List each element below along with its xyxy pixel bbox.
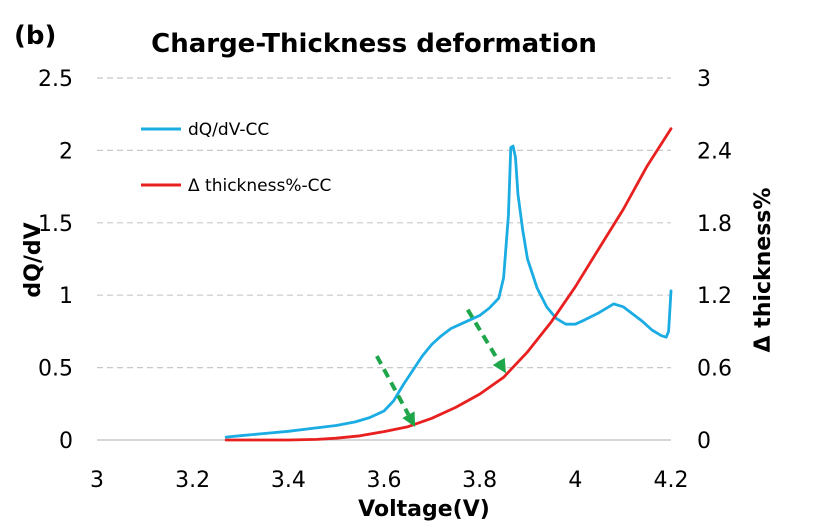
y-axis-label: dQ/dV — [21, 222, 46, 297]
x-tick-label: 3.2 — [175, 468, 210, 493]
x-tick-label: 4.2 — [654, 468, 689, 493]
y-tick-label: 0.5 — [38, 357, 73, 382]
y2-tick-label: 1.8 — [697, 212, 732, 237]
y-tick-label: 0 — [59, 429, 73, 454]
y-tick-label: 1 — [59, 284, 73, 309]
y2-tick-label: 1.2 — [697, 284, 732, 309]
x-tick-label: 3.6 — [367, 468, 402, 493]
y-tick-label: 1.5 — [38, 212, 73, 237]
y2-tick-label: 0 — [697, 429, 711, 454]
annotation-arrowhead — [402, 411, 416, 427]
y2-tick-labels: 0 0.6 1.2 1.8 2.4 3 — [697, 67, 732, 454]
gridlines — [97, 77, 671, 369]
series-lines — [224, 127, 673, 442]
annotation-arrow — [375, 355, 411, 416]
x-tick-label: 3.4 — [271, 468, 306, 493]
annotation-arrow — [465, 308, 501, 363]
legend: dQ/dV-CC Δ thickness%-CC — [141, 120, 331, 196]
y2-tick-label: 0.6 — [697, 357, 732, 382]
thickness-series-line — [224, 127, 673, 442]
y2-tick-label: 3 — [697, 67, 711, 92]
dqdv-series-line — [224, 144, 673, 439]
x-axis-label: Voltage(V) — [358, 497, 490, 522]
x-tick-label: 3.8 — [462, 468, 497, 493]
y-tick-labels: 0 0.5 1 1.5 2 2.5 — [38, 67, 73, 454]
y2-tick-label: 2.4 — [697, 139, 732, 164]
y-tick-label: 2.5 — [38, 67, 73, 92]
legend-label-thickness: Δ thickness%-CC — [188, 176, 331, 196]
y-tick-label: 2 — [59, 139, 73, 164]
x-tick-label: 4 — [568, 468, 582, 493]
x-tick-label: 3 — [90, 468, 104, 493]
legend-label-dqdv: dQ/dV-CC — [188, 120, 269, 140]
chart-title: Charge-Thickness deformation — [151, 29, 597, 59]
y2-axis-label: Δ thickness% — [751, 188, 776, 353]
annotation-arrows — [375, 308, 506, 427]
x-tick-labels: 3 3.2 3.4 3.6 3.8 4 4.2 — [90, 468, 689, 493]
annotation-arrowhead — [492, 357, 506, 374]
panel-label: (b) — [14, 21, 56, 51]
